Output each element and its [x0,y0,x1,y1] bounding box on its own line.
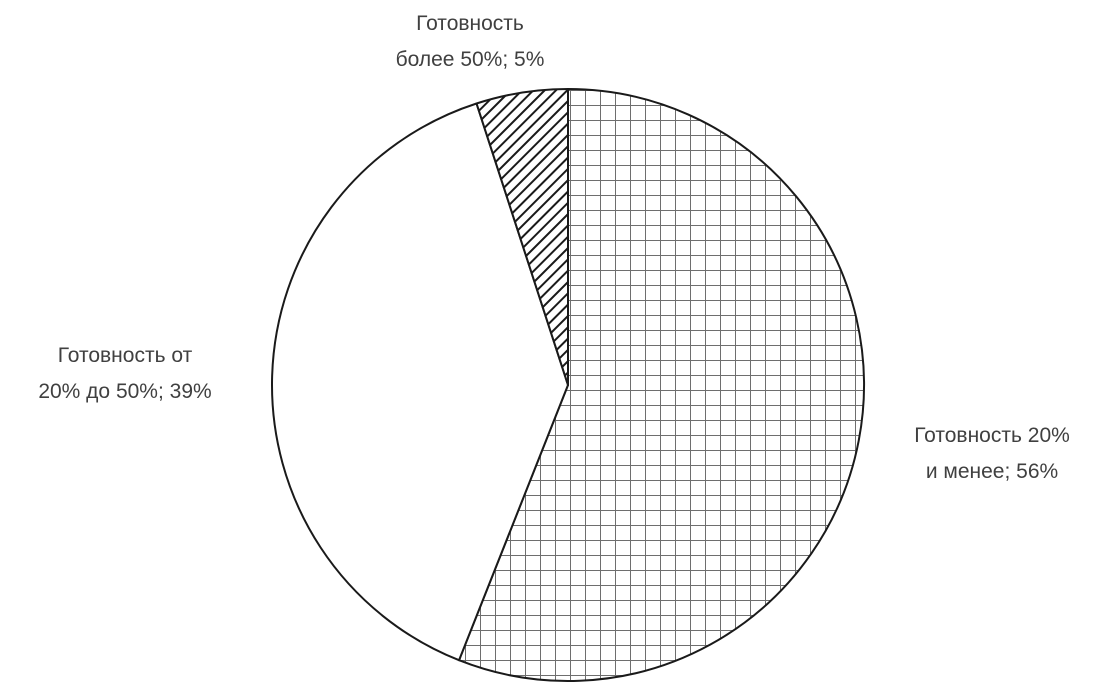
slice-label-line: Готовность [416,12,524,35]
pie-slice-1 [271,102,569,662]
slice-label-0: Готовность 20% и менее; 56% [914,424,1070,483]
slice-label-2: Готовность более 50%; 5% [396,12,545,71]
slice-label-line: и менее; 56% [926,460,1058,483]
slice-label-line: Готовность 20% [914,424,1070,447]
slice-label-line: 20% до 50%; 39% [38,380,211,403]
slice-label-line: Готовность от [58,344,193,367]
pie-slice-2 [475,88,569,386]
slice-label-line: более 50%; 5% [396,48,545,71]
slice-label-1: Готовность от 20% до 50%; 39% [38,344,211,403]
pie-slices [271,88,865,682]
slice-labels: Готовность 20% и менее; 56% Готовность от 2… [38,12,1069,483]
pie-slice-0 [458,88,865,682]
